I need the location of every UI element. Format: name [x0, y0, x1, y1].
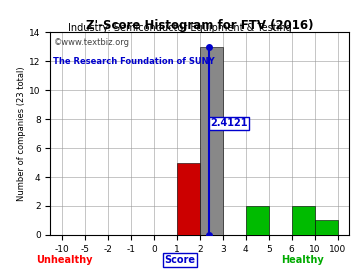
- Text: The Research Foundation of SUNY: The Research Foundation of SUNY: [53, 57, 215, 66]
- Text: Unhealthy: Unhealthy: [37, 255, 93, 265]
- Y-axis label: Number of companies (23 total): Number of companies (23 total): [17, 66, 26, 201]
- Bar: [292, 206, 315, 235]
- Bar: [315, 220, 338, 235]
- Text: Score: Score: [165, 255, 195, 265]
- Bar: [200, 47, 223, 235]
- Text: 2.4121: 2.4121: [211, 119, 248, 129]
- Text: Healthy: Healthy: [281, 255, 324, 265]
- Bar: [177, 163, 200, 235]
- Text: ©www.textbiz.org: ©www.textbiz.org: [53, 39, 129, 48]
- Title: Z'-Score Histogram for FTV (2016): Z'-Score Histogram for FTV (2016): [86, 19, 314, 32]
- Text: Industry: Semiconductor Equipment & Testing: Industry: Semiconductor Equipment & Test…: [68, 23, 292, 33]
- Bar: [246, 206, 269, 235]
